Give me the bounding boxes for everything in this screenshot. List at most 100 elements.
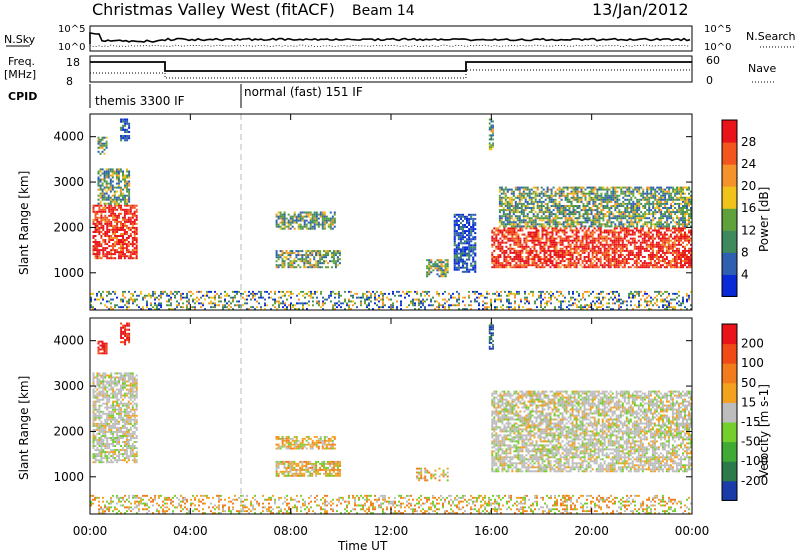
echo-cell bbox=[125, 224, 128, 227]
echo-cell bbox=[584, 194, 587, 197]
echo-cell bbox=[529, 227, 532, 230]
echo-cell bbox=[655, 256, 658, 258]
echo-cell bbox=[336, 264, 339, 267]
echo-cell bbox=[658, 205, 661, 207]
echo-cell bbox=[686, 233, 688, 236]
echo-cell bbox=[655, 258, 658, 261]
echo-cell bbox=[510, 188, 513, 191]
echo-cell bbox=[553, 247, 556, 250]
echo-cell bbox=[598, 211, 601, 214]
echo-cell bbox=[662, 196, 665, 199]
echo-cell bbox=[129, 228, 132, 231]
echo-cell bbox=[94, 239, 97, 241]
echo-cell bbox=[196, 300, 198, 303]
echo-cell bbox=[442, 269, 445, 272]
echo-cell bbox=[541, 249, 544, 252]
echo-cell bbox=[518, 207, 521, 209]
echo-cell bbox=[133, 218, 136, 221]
echo-cell bbox=[582, 213, 585, 216]
echo-cell bbox=[228, 294, 230, 297]
echo-cell bbox=[122, 290, 124, 293]
echo-cell bbox=[280, 290, 282, 293]
echo-cell bbox=[557, 254, 560, 256]
echo-cell bbox=[208, 296, 210, 299]
echo-cell bbox=[650, 192, 653, 195]
echo-cell bbox=[386, 296, 388, 299]
echo-cell bbox=[444, 275, 447, 278]
echo-cell bbox=[356, 292, 358, 295]
echo-cell bbox=[124, 122, 127, 125]
echo-cell bbox=[317, 264, 320, 267]
echo-cell bbox=[650, 225, 653, 228]
echo-cell bbox=[623, 235, 626, 238]
echo-cell bbox=[594, 213, 597, 216]
echo-cell bbox=[502, 308, 504, 310]
echo-cell bbox=[670, 215, 673, 218]
echo-cell bbox=[537, 256, 540, 258]
echo-cell bbox=[505, 229, 508, 232]
echo-cell bbox=[108, 220, 111, 223]
echo-cell bbox=[103, 172, 106, 175]
echo-cell bbox=[684, 231, 686, 234]
echo-cell bbox=[534, 200, 537, 203]
echo-cell bbox=[593, 249, 596, 252]
echo-cell bbox=[645, 245, 648, 248]
echo-cell bbox=[609, 239, 612, 242]
echo-cell bbox=[577, 254, 580, 256]
echo-cell bbox=[561, 251, 564, 254]
echo-cell bbox=[601, 239, 604, 242]
echo-cell bbox=[590, 186, 593, 189]
echo-cell bbox=[333, 225, 336, 228]
echo-cell bbox=[521, 245, 524, 248]
echo-cell bbox=[172, 308, 174, 310]
echo-cell bbox=[654, 202, 657, 205]
echo-cell bbox=[688, 202, 690, 205]
echo-cell bbox=[524, 188, 527, 191]
echo-cell bbox=[616, 202, 619, 205]
echo-cell bbox=[242, 304, 244, 307]
echo-cell bbox=[368, 296, 370, 299]
echo-cell bbox=[224, 290, 226, 293]
echo-cell bbox=[514, 209, 517, 212]
echo-cell bbox=[321, 223, 324, 226]
echo-cell bbox=[598, 215, 601, 218]
echo-cell bbox=[119, 194, 122, 197]
echo-cell bbox=[492, 144, 494, 147]
echo-cell bbox=[132, 292, 134, 295]
echo-cell bbox=[524, 186, 527, 189]
echo-cell bbox=[283, 264, 286, 267]
echo-cell bbox=[634, 215, 637, 218]
echo-cell bbox=[640, 202, 643, 205]
echo-cell bbox=[620, 223, 623, 226]
echo-cell bbox=[366, 306, 368, 309]
echo-cell bbox=[508, 290, 510, 293]
echo-cell bbox=[551, 264, 554, 267]
echo-cell bbox=[98, 253, 101, 256]
echo-cell bbox=[505, 260, 508, 263]
echo-cell bbox=[127, 212, 130, 215]
echo-cell bbox=[628, 188, 631, 191]
echo-cell bbox=[508, 308, 510, 310]
echo-cell bbox=[586, 213, 589, 216]
echo-cell bbox=[627, 239, 630, 242]
echo-cell bbox=[652, 213, 655, 216]
echo-cell bbox=[104, 218, 107, 221]
echo-cell bbox=[655, 245, 658, 248]
echo-cell bbox=[128, 196, 131, 199]
echo-cell bbox=[607, 229, 610, 232]
echo-cell bbox=[541, 262, 544, 265]
echo-cell bbox=[548, 196, 551, 199]
echo-cell bbox=[102, 218, 105, 221]
echo-cell bbox=[474, 228, 477, 231]
echo-cell bbox=[671, 243, 674, 246]
echo-cell bbox=[486, 302, 488, 305]
echo-cell bbox=[509, 243, 512, 246]
echo-cell bbox=[616, 225, 619, 228]
echo-cell bbox=[638, 186, 641, 189]
echo-cell bbox=[612, 213, 615, 216]
echo-cell bbox=[552, 200, 555, 203]
echo-cell bbox=[600, 198, 603, 201]
echo-cell bbox=[366, 294, 368, 297]
echo-cell bbox=[636, 213, 639, 216]
echo-cell bbox=[537, 264, 540, 267]
